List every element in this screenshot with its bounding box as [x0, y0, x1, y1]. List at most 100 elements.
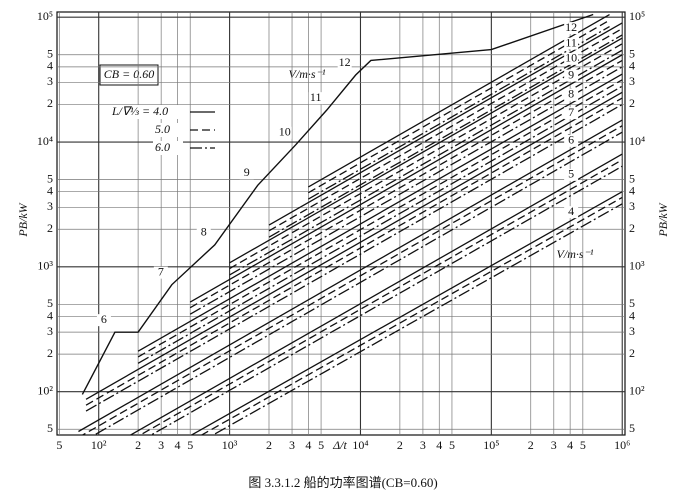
label-bg [277, 126, 292, 139]
y-tick-label: 5 [47, 171, 53, 185]
x-tick-label: 5 [187, 438, 193, 452]
envelope-label: 10 [279, 125, 291, 139]
label-bg [564, 168, 579, 181]
speed-label: 6 [568, 133, 574, 147]
y-tick-label: 3 [47, 324, 53, 338]
y-tick-label-right: 3 [629, 74, 635, 88]
annotation-bg [544, 246, 606, 264]
y-tick-label: 10³ [37, 259, 53, 273]
y-tick-label-right: 10⁵ [629, 9, 645, 23]
speed-line [81, 125, 623, 435]
label-bg [564, 88, 579, 101]
x-tick-label: 5 [449, 438, 455, 452]
envelope-label: 7 [158, 264, 164, 278]
x-tick-label: 4 [567, 438, 573, 452]
y-tick-label: 5 [47, 421, 53, 435]
envelope-label: 9 [244, 165, 250, 179]
y-tick-label-right: 4 [629, 59, 635, 73]
label-bg [196, 226, 211, 239]
speed-line [268, 34, 623, 238]
speed-line [308, 19, 610, 194]
label-bg [564, 52, 579, 65]
speed-line [268, 28, 623, 232]
label-bg [564, 134, 579, 147]
y-tick-label: 2 [47, 346, 53, 360]
speed-label: 10 [565, 51, 577, 65]
x-tick-label: 5 [580, 438, 586, 452]
legend-bg [153, 123, 183, 137]
y-tick-label: 4 [47, 308, 53, 322]
x-axis-label: Δ/t [332, 438, 347, 452]
y-tick-label-right: 5 [629, 421, 635, 435]
envelope-line [81, 13, 594, 395]
label-bg [564, 69, 579, 82]
label-bg [337, 57, 352, 70]
legend-bg [110, 105, 186, 119]
y-tick-label: 10² [37, 383, 53, 397]
speed-line [137, 73, 623, 352]
legend-label: L/∇⅓ = 4.0 [111, 104, 168, 118]
speed-label: 7 [568, 105, 574, 119]
speed-line [137, 85, 623, 364]
speed-label: 8 [568, 87, 574, 101]
y-tick-label: 4 [47, 59, 53, 73]
label-bg [96, 314, 111, 327]
y-tick-label-right: 3 [629, 324, 635, 338]
y-tick-label-right: 4 [629, 183, 635, 197]
x-tick-label: 4 [305, 438, 311, 452]
y-tick-label-right: 5 [629, 171, 635, 185]
label-bg [153, 266, 168, 279]
plot-frame [56, 11, 626, 436]
speed-line [189, 66, 623, 315]
x-tick-label: 2 [266, 438, 272, 452]
speed-line [229, 43, 623, 270]
y-tick-label-right: 3 [629, 199, 635, 213]
plot-lines [78, 13, 623, 435]
label-bg [564, 37, 579, 50]
x-tick-label: 3 [420, 438, 426, 452]
y-tick-label-right: 2 [629, 346, 635, 360]
speed-line [229, 49, 623, 276]
y-tick-label-right: 10³ [629, 259, 645, 273]
speed-line [211, 203, 623, 435]
y-tick-label: 2 [47, 221, 53, 235]
speed-line [137, 79, 623, 358]
label-bg [564, 22, 579, 35]
annotation: V/m·s⁻¹ [557, 247, 594, 261]
speed-line [189, 54, 623, 303]
x-tick-label: 5 [56, 438, 62, 452]
speed-label: 5 [568, 167, 574, 181]
speed-label: 9 [568, 67, 574, 81]
speed-line [93, 131, 623, 435]
legend-label: 6.0 [155, 140, 170, 154]
speed-label: 11 [565, 35, 577, 49]
annotation-box [99, 64, 159, 86]
speed-line [268, 22, 623, 226]
chart-title: 图 3.3.1.2 船的功率图谱(CB=0.60) [248, 475, 437, 490]
y-tick-label: 5 [47, 47, 53, 61]
envelope-label: 12 [339, 55, 351, 69]
envelope-label: 6 [101, 312, 107, 326]
speed-line [149, 165, 623, 435]
annotation-bg [276, 66, 338, 84]
y-tick-label-right: 10² [629, 383, 645, 397]
speed-line [85, 91, 623, 400]
speed-label: 12 [565, 20, 577, 34]
legend-bg [153, 141, 183, 155]
x-tick-label: 3 [551, 438, 557, 452]
speed-line [308, 26, 610, 200]
y-axis-label: PB/kW [16, 202, 30, 237]
grid [57, 12, 625, 435]
speed-line [129, 153, 623, 435]
legend-label: 5.0 [155, 122, 170, 136]
envelope-label: 11 [310, 90, 322, 104]
speed-line [78, 119, 623, 433]
annotation: V/m·s⁻¹ [289, 67, 326, 81]
speed-label: 4 [568, 204, 574, 218]
envelope-label: 8 [201, 225, 207, 239]
x-tick-label: 2 [528, 438, 534, 452]
x-tick-label: 5 [318, 438, 324, 452]
label-bg [564, 206, 579, 219]
x-tick-label: 4 [436, 438, 442, 452]
